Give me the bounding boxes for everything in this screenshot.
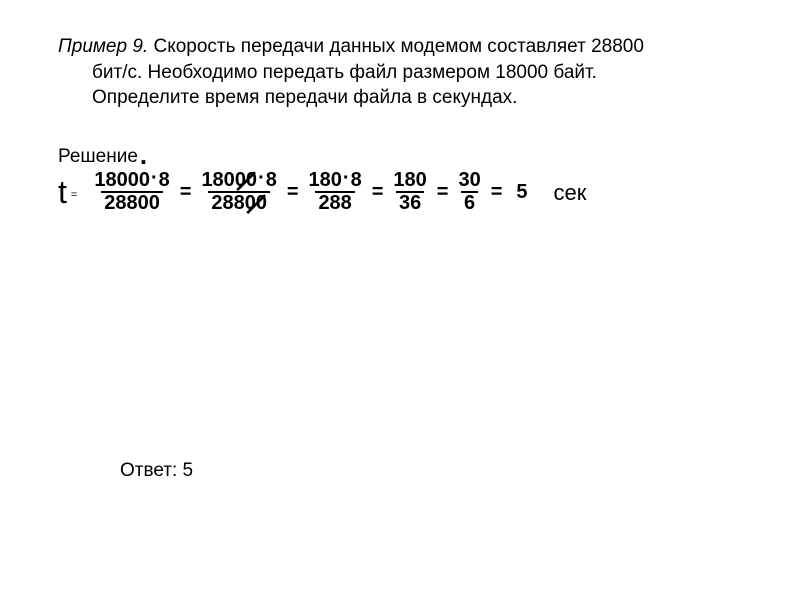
frac2-num: 18000·8 <box>198 170 279 191</box>
frac1-den: 28800 <box>101 191 163 214</box>
mult-dot: · <box>150 167 159 189</box>
fraction-2: 18000·8 28800 <box>198 170 279 214</box>
frac2-den-strike: 00 <box>245 193 267 214</box>
frac2-den-a: 288 <box>211 192 244 214</box>
answer: Ответ: 5 <box>120 460 193 482</box>
equation-row: t = 18000·8 28800 = 18000·8 28800 = 180·… <box>58 170 760 214</box>
result-value: 5 <box>509 181 527 204</box>
problem-line1: Скорость передачи данных модемом составл… <box>148 36 644 57</box>
frac3-num-a: 180 <box>309 169 342 191</box>
equals-4: = <box>430 181 456 204</box>
solution-label: Решение. <box>58 146 147 168</box>
variable-t: t <box>58 174 67 211</box>
frac5-num: 30 <box>455 170 483 191</box>
solution-word: Решение <box>58 146 138 167</box>
example-label: Пример 9. <box>58 36 148 57</box>
page: Пример 9. Скорость передачи данных модем… <box>0 0 800 600</box>
equals-small: = <box>71 189 77 201</box>
equals-3: = <box>365 181 391 204</box>
frac2-num-strike: 00 <box>235 170 257 191</box>
frac2-den-strike-text: 00 <box>245 192 267 214</box>
problem-statement: Пример 9. Скорость передачи данных модем… <box>58 34 742 111</box>
frac2-num-a: 180 <box>201 169 234 191</box>
unit-label: сек <box>528 180 587 206</box>
frac1-num: 18000·8 <box>91 170 172 191</box>
mult-dot: · <box>257 167 266 189</box>
mult-dot: · <box>342 167 351 189</box>
fraction-4: 180 36 <box>390 170 429 214</box>
frac4-num: 180 <box>390 170 429 191</box>
solution-dot: . <box>140 148 147 164</box>
problem-line2: бит/с. Необходимо передать файл размером… <box>92 60 742 86</box>
problem-line3: Определите время передачи файла в секунд… <box>92 85 742 111</box>
frac3-num: 180·8 <box>306 170 365 191</box>
fraction-3: 180·8 288 <box>306 170 365 214</box>
frac4-den: 36 <box>396 191 424 214</box>
frac1-num-a: 18000 <box>94 169 150 191</box>
fraction-5: 30 6 <box>455 170 483 214</box>
frac2-den: 28800 <box>208 191 270 214</box>
frac1-num-b: 8 <box>159 169 170 191</box>
frac3-den: 288 <box>315 191 354 214</box>
equals-5: = <box>484 181 510 204</box>
frac2-num-strike-text: 00 <box>235 169 257 191</box>
fraction-1: 18000·8 28800 <box>91 170 172 214</box>
frac2-num-b: 8 <box>266 169 277 191</box>
frac3-num-b: 8 <box>351 169 362 191</box>
frac5-den: 6 <box>461 191 478 214</box>
equals-2: = <box>280 181 306 204</box>
equals-1: = <box>173 181 199 204</box>
